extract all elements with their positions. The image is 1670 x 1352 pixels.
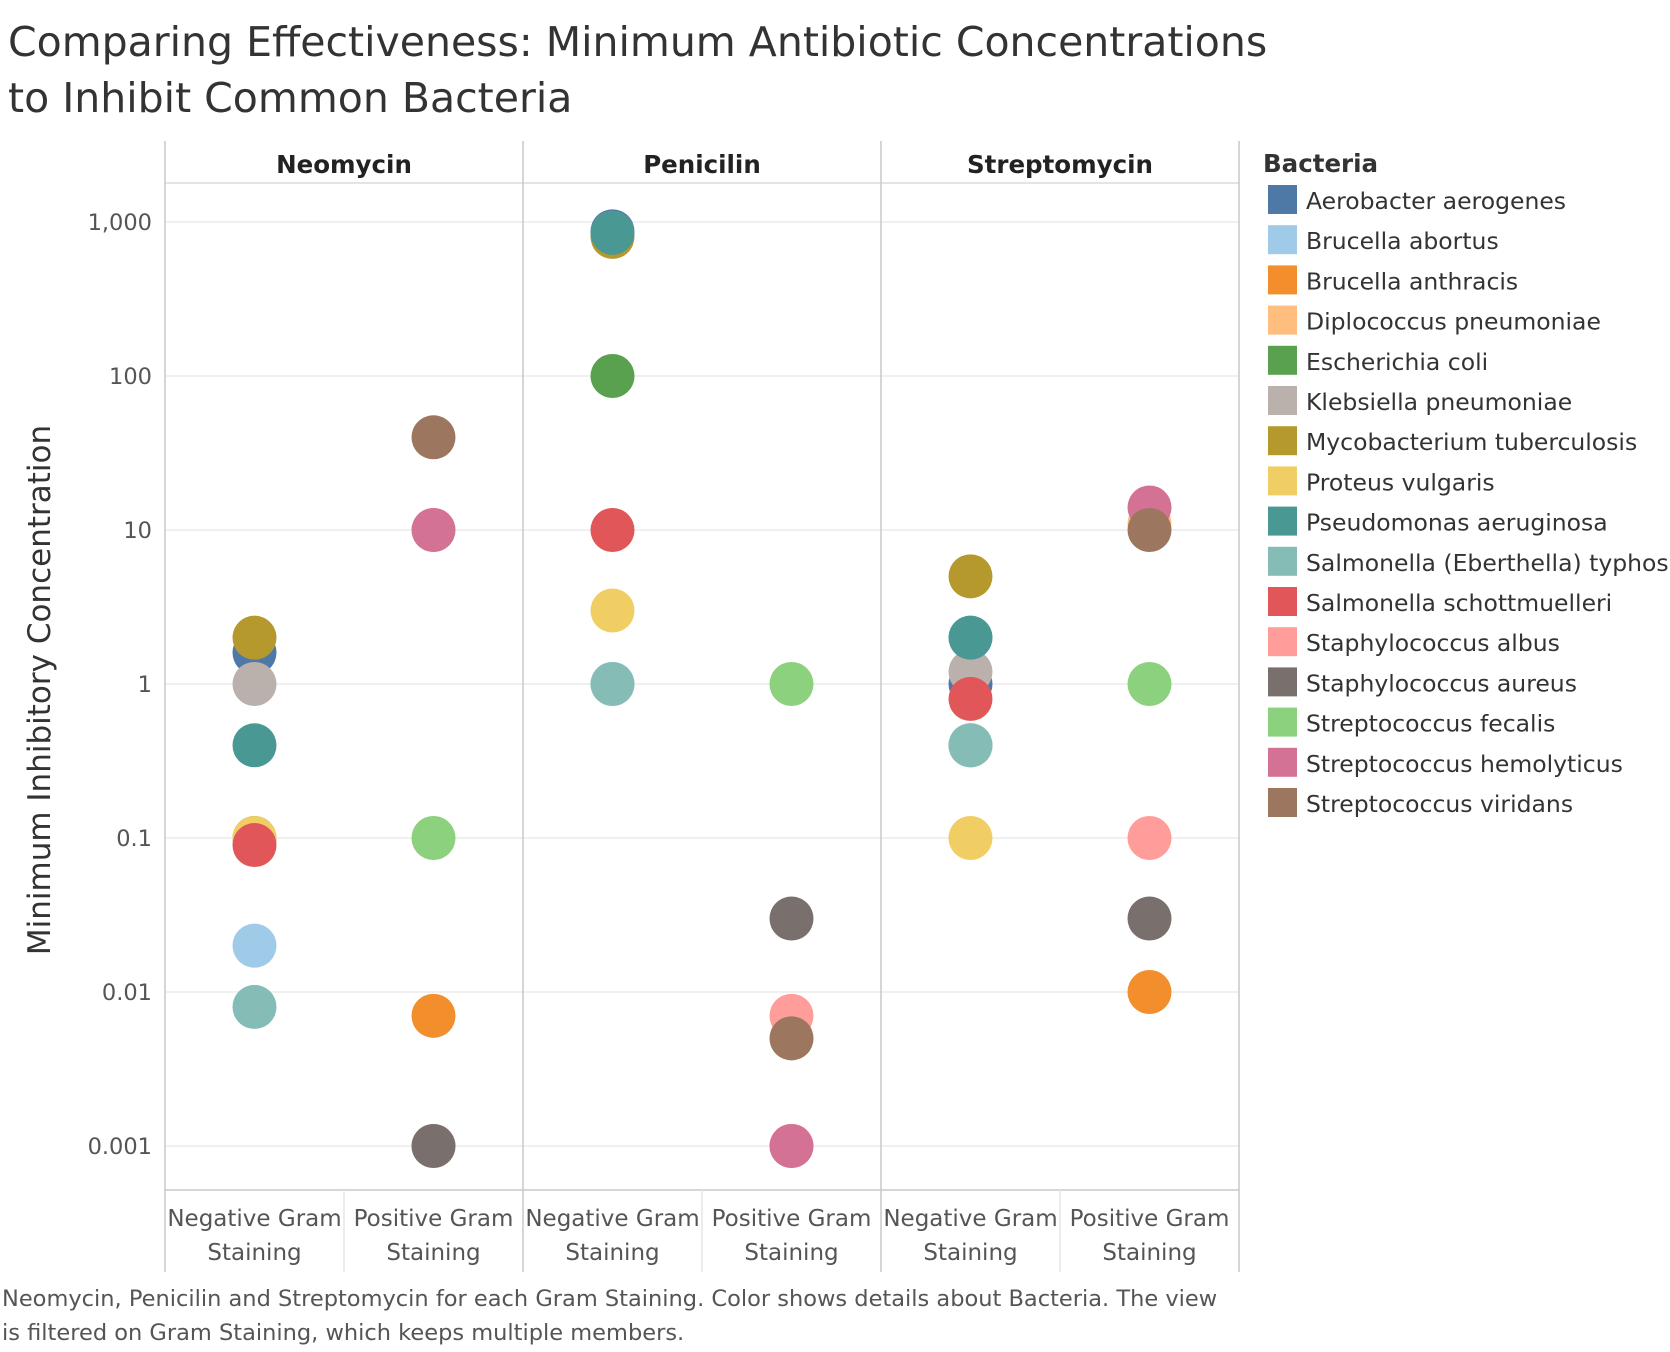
legend-label[interactable]: Pseudomonas aeruginosa xyxy=(1306,509,1608,537)
category-label: Staining xyxy=(207,1240,301,1266)
category-label: Staining xyxy=(744,1240,838,1266)
panel-header-streptomycin: Streptomycin xyxy=(967,150,1153,179)
data-point[interactable]: Staphylococcus aureus: 0.001 xyxy=(411,1124,456,1168)
category-label: Negative Gram xyxy=(883,1206,1057,1232)
data-point[interactable]: Salmonella schottmuelleri: 0.09 xyxy=(232,823,277,868)
legend-swatch xyxy=(1268,386,1297,415)
data-point[interactable]: Staphylococcus aureus: 0.03 xyxy=(769,896,814,941)
data-point[interactable]: Proteus vulgaris: 0.1 xyxy=(948,816,993,860)
legend-label[interactable]: Salmonella (Eberthella) typhosa xyxy=(1306,549,1670,577)
chart-title: Comparing Effectiveness: Minimum Antibio… xyxy=(8,18,1268,122)
category-label: Positive Gram xyxy=(1070,1206,1230,1232)
data-point[interactable]: Pseudomonas aeruginosa: 0.4 xyxy=(232,723,277,768)
data-point[interactable]: Staphylococcus aureus: 0.03 xyxy=(1127,896,1172,941)
legend-swatch xyxy=(1268,185,1297,214)
caption-line: is filtered on Gram Staining, which keep… xyxy=(2,1320,685,1346)
data-point[interactable]: Salmonella (Eberthella) typhosa: 1 xyxy=(590,662,635,706)
data-point[interactable]: Streptococcus viridans: 0.005 xyxy=(769,1016,814,1061)
legend-swatch xyxy=(1268,788,1297,817)
legend-label[interactable]: Klebsiella pneumoniae xyxy=(1306,388,1572,416)
data-point[interactable]: Brucella anthracis: 0.007 xyxy=(411,993,456,1038)
legend-label[interactable]: Streptococcus viridans xyxy=(1306,790,1573,818)
legend-swatch xyxy=(1268,506,1297,536)
data-point[interactable]: Streptococcus fecalis: 1 xyxy=(1127,662,1172,706)
legend[interactable]: Bacteria Aerobacter aerogenes Brucella abo… xyxy=(1263,149,1670,818)
data-point[interactable]: Mycobacterium tuberculosis: 2 xyxy=(232,615,277,660)
panel-frames xyxy=(164,141,1240,1272)
legend-label[interactable]: Streptococcus hemolyticus xyxy=(1306,750,1623,778)
category-label: Positive Gram xyxy=(354,1206,514,1232)
category-label: Staining xyxy=(923,1240,1017,1266)
data-point[interactable]: Pseudomonas aeruginosa: 2 xyxy=(948,615,993,660)
legend-label[interactable]: Staphylococcus albus xyxy=(1306,629,1560,657)
y-tick-label: 10 xyxy=(123,518,152,544)
legend-swatch xyxy=(1268,265,1297,295)
legend-swatch xyxy=(1268,627,1297,657)
data-point[interactable]: Pseudomonas aeruginosa: 850 xyxy=(590,210,635,255)
panel-header-neomycin: Neomycin xyxy=(276,150,412,179)
data-point[interactable]: Streptococcus hemolyticus: 10 xyxy=(411,508,456,552)
y-axis-title: Minimum Inhibitory Concentration xyxy=(22,425,58,955)
category-label: Positive Gram xyxy=(712,1206,872,1232)
legend-label[interactable]: Streptococcus fecalis xyxy=(1306,710,1555,738)
y-tick-label: 0.01 xyxy=(102,980,152,1006)
legend-label[interactable]: Proteus vulgaris xyxy=(1306,468,1495,496)
data-point[interactable]: Streptococcus viridans: 10 xyxy=(1127,508,1172,552)
legend-swatch xyxy=(1268,426,1297,456)
category-label: Negative Gram xyxy=(167,1206,341,1232)
category-label: Staining xyxy=(565,1240,659,1266)
axis-labels: Neomycin Penicilin Streptomycin 1,000 100 10 1… xyxy=(22,150,1229,1266)
legend-swatch xyxy=(1268,747,1297,777)
gridlines xyxy=(165,221,1239,1147)
legend-label[interactable]: Brucella anthracis xyxy=(1306,267,1518,295)
legend-label[interactable]: Diplococcus pneumoniae xyxy=(1306,308,1601,336)
data-point[interactable]: Brucella anthracis: 0.01 xyxy=(1127,970,1172,1014)
y-tick-label: 1 xyxy=(138,672,152,698)
data-point[interactable]: Salmonella (Eberthella) typhosa: 0.4 xyxy=(948,723,993,768)
data-point[interactable]: Proteus vulgaris: 3 xyxy=(590,588,635,633)
data-point[interactable]: Streptococcus hemolyticus: 0.001 xyxy=(769,1124,814,1168)
data-point[interactable]: Brucella abortus: 0.02 xyxy=(232,923,277,968)
data-point[interactable]: Streptococcus viridans: 40 xyxy=(411,415,456,460)
legend-swatch xyxy=(1268,546,1297,576)
chart-caption: Neomycin, Penicilin and Streptomycin for… xyxy=(2,1282,1302,1350)
category-label: Negative Gram xyxy=(525,1206,699,1232)
panel-header-penicilin: Penicilin xyxy=(643,150,761,179)
data-point[interactable]: Salmonella schottmuelleri: 10 xyxy=(590,508,635,552)
legend-swatch xyxy=(1268,667,1297,697)
data-point[interactable]: Salmonella (Eberthella) typhosa: 0.008 xyxy=(232,984,277,1029)
legend-label[interactable]: Staphylococcus aureus xyxy=(1306,669,1577,697)
legend-label[interactable]: Salmonella schottmuelleri xyxy=(1306,589,1612,617)
legend-swatch xyxy=(1268,305,1297,335)
data-point[interactable]: Salmonella schottmuelleri: 0.8 xyxy=(948,676,993,721)
data-point[interactable]: Escherichia coli: 100 xyxy=(590,354,635,398)
data-points[interactable]: Aerobacter aerogenes: 1.6Aerobacter aero… xyxy=(232,209,1172,1168)
legend-swatch xyxy=(1268,707,1297,737)
category-label: Staining xyxy=(386,1240,480,1266)
data-point[interactable]: Streptococcus fecalis: 0.1 xyxy=(411,816,456,860)
legend-swatch xyxy=(1268,466,1297,496)
y-tick-label: 100 xyxy=(109,364,152,390)
legend-label[interactable]: Escherichia coli xyxy=(1306,348,1488,376)
y-tick-label: 1,000 xyxy=(88,210,152,236)
data-point[interactable]: Staphylococcus albus: 0.1 xyxy=(1127,816,1172,860)
data-point[interactable]: Streptococcus fecalis: 1 xyxy=(769,662,814,706)
legend-swatch xyxy=(1268,587,1297,616)
data-point[interactable]: Klebsiella pneumoniae: 1 xyxy=(232,662,277,706)
legend-swatch xyxy=(1268,225,1297,255)
y-tick-label: 0.001 xyxy=(88,1134,152,1160)
legend-label[interactable]: Aerobacter aerogenes xyxy=(1306,187,1566,215)
y-tick-label: 0.1 xyxy=(116,826,152,852)
legend-label[interactable]: Brucella abortus xyxy=(1306,227,1499,255)
caption-line: Neomycin, Penicilin and Streptomycin for… xyxy=(2,1286,1218,1312)
legend-title: Bacteria xyxy=(1263,149,1378,178)
legend-label[interactable]: Mycobacterium tuberculosis xyxy=(1306,428,1637,456)
legend-swatch xyxy=(1268,345,1297,375)
data-point[interactable]: Mycobacterium tuberculosis: 5 xyxy=(948,554,993,599)
category-label: Staining xyxy=(1102,1240,1196,1266)
